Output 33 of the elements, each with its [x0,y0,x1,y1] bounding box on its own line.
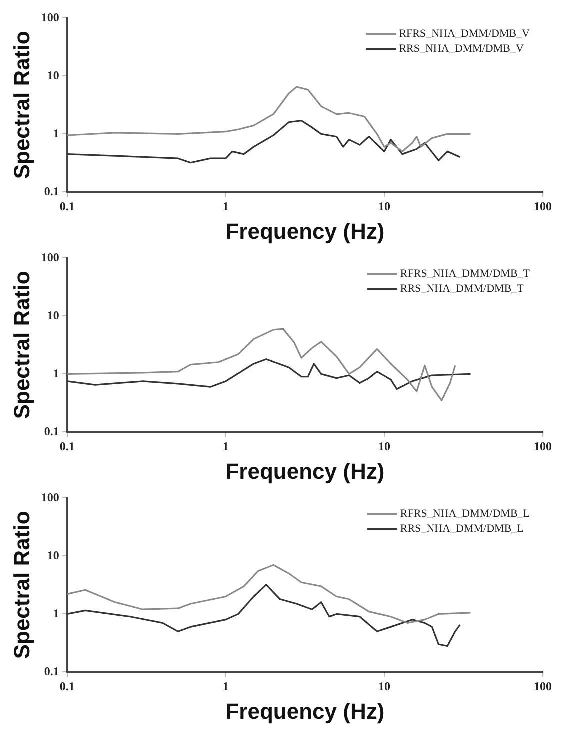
x-tick-label: 100 [534,199,552,214]
y-tick-label: 10 [47,68,60,82]
y-tick-label: 100 [41,250,60,264]
legend-label: RFRS_NHA_DMM/DMB_L [400,508,530,520]
y-tick-label: 1 [53,606,60,620]
legend-label: RRS_NHA_DMM/DMB_L [400,523,524,536]
legend-label: RRS_NHA_DMM/DMB_V [399,43,524,56]
y-tick-label: 10 [47,548,60,562]
y-axis-title: Spectral Ratio [9,511,34,660]
y-tick-label: 1 [53,366,60,380]
x-axis-title: Frequency (Hz) [226,698,385,724]
x-tick-label: 10 [378,439,390,454]
x-tick-label: 10 [378,199,390,214]
legend-label: RFRS_NHA_DMM/DMB_T [400,268,530,280]
y-tick-label: 0.1 [44,424,60,438]
y-tick-label: 0.1 [44,664,60,678]
x-tick-label: 100 [534,679,552,694]
y-tick-label: 0.1 [44,184,60,198]
x-tick-label: 1 [222,439,229,454]
x-axis-title: Frequency (Hz) [226,218,385,244]
x-tick-label: 10 [378,679,390,694]
y-tick-label: 1 [53,126,60,140]
y-axis-title: Spectral Ratio [9,271,34,420]
y-axis-title: Spectral Ratio [9,31,34,180]
x-tick-label: 1 [222,199,229,214]
y-tick-label: 100 [41,490,60,504]
legend-label: RRS_NHA_DMM/DMB_T [400,283,524,296]
x-tick-label: 100 [534,439,552,454]
y-tick-label: 10 [47,308,60,322]
x-tick-label: 1 [222,679,229,694]
legend-label: RFRS_NHA_DMM/DMB_V [399,28,530,40]
x-axis-title: Frequency (Hz) [226,458,385,484]
y-tick-label: 100 [41,10,60,24]
